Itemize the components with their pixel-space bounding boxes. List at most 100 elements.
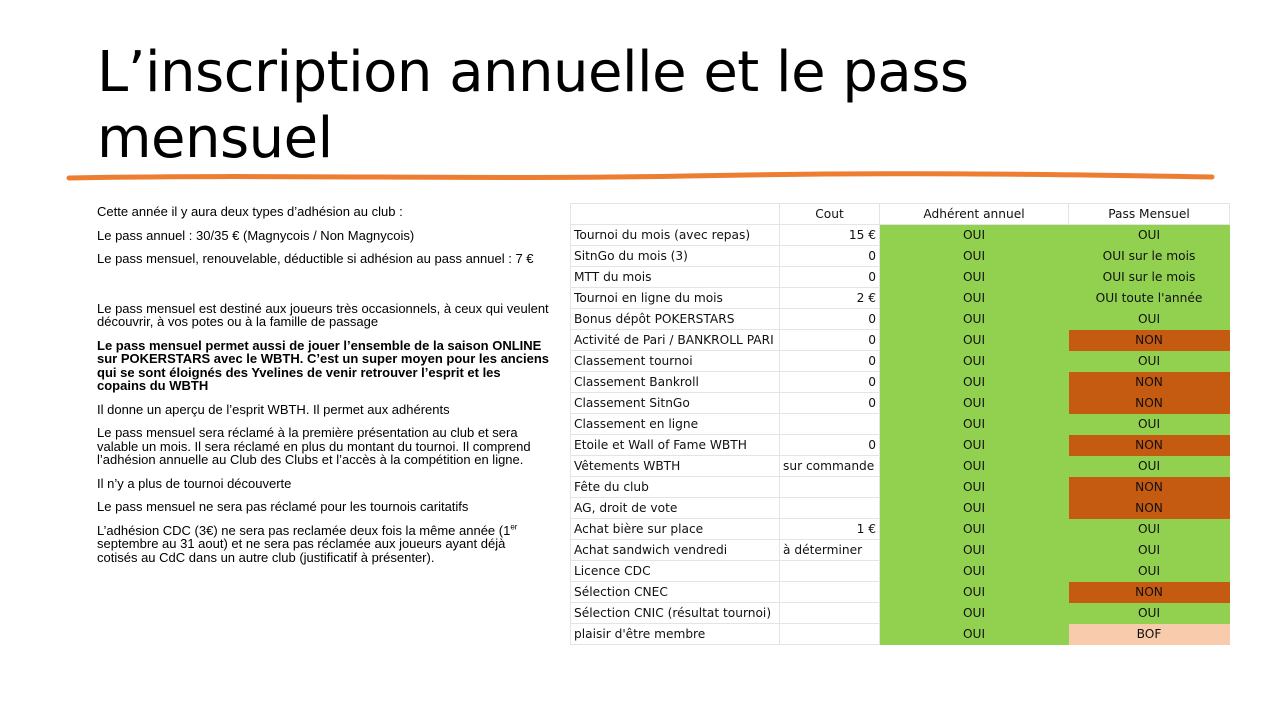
row-monthly: OUI	[1068, 455, 1230, 477]
header-cost: Cout	[779, 203, 880, 225]
row-cost: 0	[779, 434, 880, 456]
intro-paragraph: Cette année il y aura deux types d’adhés…	[97, 204, 403, 219]
row-annual: OUI	[879, 329, 1069, 351]
row-monthly: NON	[1068, 497, 1230, 519]
row-cost	[779, 623, 880, 645]
row-annual: OUI	[879, 539, 1069, 561]
row-monthly: OUI	[1068, 224, 1230, 246]
table-row: Sélection CNEC OUI NON	[570, 581, 1230, 603]
comparison-table: Cout Adhérent annuel Pass Mensuel Tourno…	[570, 203, 1230, 645]
row-label: Fête du club	[570, 476, 780, 498]
row-annual: OUI	[879, 476, 1069, 498]
table-row: Achat bière sur place 1 € OUI OUI	[570, 518, 1230, 540]
header-annual: Adhérent annuel	[879, 203, 1069, 225]
row-label: plaisir d'être membre	[570, 623, 780, 645]
row-annual: OUI	[879, 581, 1069, 603]
monthly-pass-target-paragraph: Le pass mensuel est destiné aux joueurs …	[97, 300, 549, 329]
row-label: Classement Bankroll	[570, 371, 780, 393]
table-row: Classement tournoi 0 OUI OUI	[570, 350, 1230, 372]
body-text: Cette année il y aura deux types d’adhés…	[97, 205, 549, 574]
row-label: Bonus dépôt POKERSTARS	[570, 308, 780, 330]
table-row: Bonus dépôt POKERSTARS 0 OUI OUI	[570, 308, 1230, 330]
no-discovery-tournament-paragraph: Il n’y a plus de tournoi découverte	[97, 475, 292, 491]
row-monthly: NON	[1068, 581, 1230, 603]
row-annual: OUI	[879, 287, 1069, 309]
row-annual: OUI	[879, 224, 1069, 246]
table-row: Tournoi du mois (avec repas) 15 € OUI OUI	[570, 224, 1230, 246]
row-monthly: OUI sur le mois	[1068, 266, 1230, 288]
table-row: Sélection CNIC (résultat tournoi) OUI OUI	[570, 602, 1230, 624]
table-row: plaisir d'être membre OUI BOF	[570, 623, 1230, 645]
annual-pass-paragraph: Le pass annuel : 30/35 € (Magnycois / No…	[97, 227, 415, 243]
row-cost: 1 €	[779, 518, 880, 540]
row-cost	[779, 560, 880, 582]
row-annual: OUI	[879, 455, 1069, 477]
row-monthly: NON	[1068, 371, 1230, 393]
row-label: Licence CDC	[570, 560, 780, 582]
table-body: Tournoi du mois (avec repas) 15 € OUI OUI Si…	[570, 224, 1230, 645]
row-cost	[779, 476, 880, 498]
row-annual: OUI	[879, 266, 1069, 288]
cdc-superscript: er	[510, 522, 518, 532]
row-label: Tournoi en ligne du mois	[570, 287, 780, 309]
row-annual: OUI	[879, 602, 1069, 624]
row-cost: 2 €	[779, 287, 880, 309]
title-underline	[66, 171, 1215, 181]
header-monthly: Pass Mensuel	[1068, 203, 1230, 225]
row-monthly: NON	[1068, 329, 1230, 351]
cdc-membership-paragraph: L’adhésion CDC (3€) ne sera pas reclamée…	[97, 522, 549, 565]
row-annual: OUI	[879, 560, 1069, 582]
row-monthly: OUI	[1068, 308, 1230, 330]
row-cost	[779, 581, 880, 603]
row-cost: 0	[779, 371, 880, 393]
row-annual: OUI	[879, 392, 1069, 414]
online-pokerstars-paragraph: Le pass mensuel permet aussi de jouer l’…	[97, 337, 549, 393]
table-row: Classement SitnGo 0 OUI NON	[570, 392, 1230, 414]
row-annual: OUI	[879, 434, 1069, 456]
row-annual: OUI	[879, 350, 1069, 372]
row-label: Tournoi du mois (avec repas)	[570, 224, 780, 246]
row-monthly: OUI	[1068, 518, 1230, 540]
table-row: Achat sandwich vendredi à déterminer OUI OU…	[570, 539, 1230, 561]
row-label: Classement tournoi	[570, 350, 780, 372]
row-cost	[779, 602, 880, 624]
slide-title: L’inscription annuelle et le pass mensue…	[97, 40, 969, 171]
row-annual: OUI	[879, 308, 1069, 330]
row-monthly: OUI	[1068, 413, 1230, 435]
table-row: SitnGo du mois (3) 0 OUI OUI sur le mois	[570, 245, 1230, 267]
wbth-spirit-paragraph: Il donne un aperçu de l’esprit WBTH. Il …	[97, 401, 450, 417]
row-label: Classement en ligne	[570, 413, 780, 435]
table-row: Vêtements WBTH sur commande OUI OUI	[570, 455, 1230, 477]
row-monthly: OUI	[1068, 602, 1230, 624]
charity-paragraph: Le pass mensuel ne sera pas réclamé pour…	[97, 499, 469, 514]
row-label: Achat sandwich vendredi	[570, 539, 780, 561]
spacer	[97, 276, 549, 302]
table-row: Classement Bankroll 0 OUI NON	[570, 371, 1230, 393]
row-annual: OUI	[879, 518, 1069, 540]
row-monthly: OUI sur le mois	[1068, 245, 1230, 267]
row-cost	[779, 497, 880, 519]
table-row: Etoile et Wall of Fame WBTH 0 OUI NON	[570, 434, 1230, 456]
cdc-text-start: L’adhésion CDC (3€) ne sera pas reclamée…	[97, 522, 511, 538]
row-cost: sur commande	[779, 455, 880, 477]
row-cost: 0	[779, 329, 880, 351]
row-label: Activité de Pari / BANKROLL PARI	[570, 329, 780, 351]
row-annual: OUI	[879, 497, 1069, 519]
row-monthly: OUI toute l'année	[1068, 287, 1230, 309]
row-annual: OUI	[879, 371, 1069, 393]
table-row: Tournoi en ligne du mois 2 € OUI OUI toute …	[570, 287, 1230, 309]
row-label: Etoile et Wall of Fame WBTH	[570, 434, 780, 456]
row-monthly: NON	[1068, 392, 1230, 414]
table-row: AG, droit de vote OUI NON	[570, 497, 1230, 519]
row-label: Sélection CNIC (résultat tournoi)	[570, 602, 780, 624]
row-monthly: NON	[1068, 476, 1230, 498]
row-label: AG, droit de vote	[570, 497, 780, 519]
row-monthly: OUI	[1068, 350, 1230, 372]
row-cost: à déterminer	[779, 539, 880, 561]
monthly-pass-paragraph: Le pass mensuel, renouvelable, déductibl…	[97, 251, 534, 266]
row-cost: 0	[779, 266, 880, 288]
row-monthly: OUI	[1068, 560, 1230, 582]
row-annual: OUI	[879, 245, 1069, 267]
table-header-row: Cout Adhérent annuel Pass Mensuel	[570, 203, 1230, 225]
row-label: Sélection CNEC	[570, 581, 780, 603]
